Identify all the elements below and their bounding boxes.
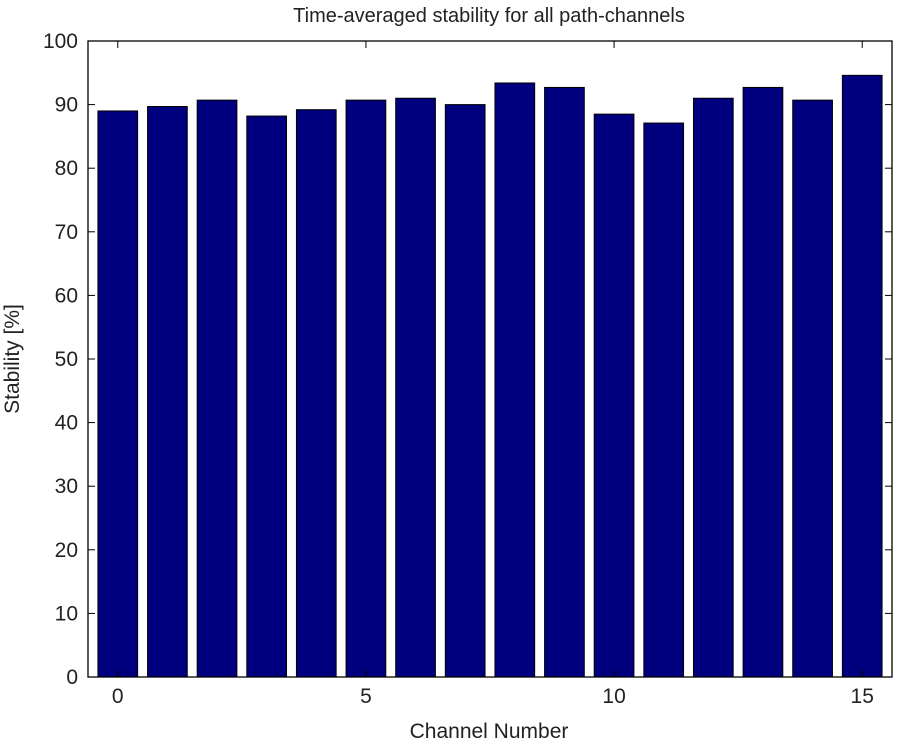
x-tick-label: 10 [602,685,625,708]
y-axis-label: Stability [%] [1,304,24,414]
bar-channel-2 [196,99,238,678]
y-tick-label: 100 [43,30,78,53]
bar-channel-0 [97,110,139,678]
bar-channel-4 [295,109,337,678]
y-tick-label: 60 [55,284,78,307]
y-tick-label: 50 [55,348,78,371]
bar-channel-13 [742,86,784,678]
bar-channel-9 [544,86,585,678]
bar-channel-8 [494,82,536,678]
chart-title: Time-averaged stability for all path-cha… [293,5,685,27]
y-tick-label: 40 [55,412,78,435]
x-tick-label: 15 [851,685,874,708]
bars-group [97,74,883,678]
bar-channel-14 [792,99,833,678]
bar-channel-7 [444,104,486,678]
y-tick-label: 0 [66,666,78,689]
bar-channel-12 [692,97,734,678]
ticks-group: 0 10 20 30 40 50 60 70 80 90 100 0 5 10 15 [43,30,892,708]
y-tick-label: 80 [55,157,78,180]
x-tick-label: 5 [360,685,372,708]
bar-channel-3 [246,115,288,678]
y-tick-label: 70 [55,221,78,244]
y-tick-label: 90 [55,94,78,117]
x-axis-label: Channel Number [410,720,569,743]
bar-channel-5 [345,99,387,678]
bar-channel-15 [841,74,883,678]
bar-channel-6 [395,97,436,678]
bar-channel-1 [147,106,188,678]
y-tick-label: 30 [55,475,78,498]
y-tick-label: 10 [55,602,78,625]
bar-channel-10 [593,113,635,678]
x-tick-label: 0 [112,685,124,708]
bar-channel-11 [643,122,685,678]
y-tick-label: 20 [55,539,78,562]
